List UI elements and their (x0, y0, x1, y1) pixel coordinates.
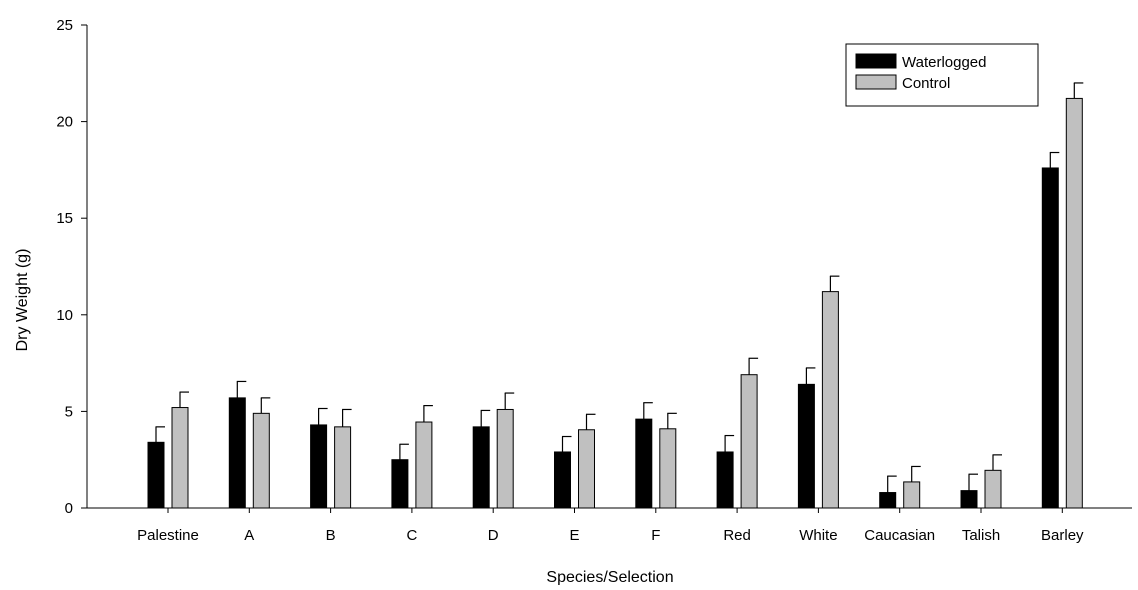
x-tick-label: Caucasian (864, 527, 935, 544)
bars-group (147, 97, 1083, 509)
bar (415, 421, 433, 509)
x-tick-label: Talish (962, 527, 1000, 544)
bar (554, 451, 571, 509)
bar (797, 383, 815, 509)
bar (1065, 97, 1083, 509)
bar (228, 397, 246, 509)
x-tick-label: C (406, 527, 417, 544)
bar (960, 490, 978, 509)
bar (1041, 167, 1059, 509)
legend-swatch (855, 53, 897, 69)
y-tick-label: 15 (56, 210, 73, 227)
bar (171, 407, 189, 509)
y-axis-label: Dry Weight (g) (14, 249, 31, 352)
x-tick-label: A (244, 527, 254, 544)
x-tick-label: E (569, 527, 579, 544)
bar (903, 481, 921, 509)
bar (252, 412, 270, 509)
x-tick-label: Red (723, 527, 751, 544)
bar (716, 451, 734, 509)
bar (147, 441, 165, 509)
legend-swatch (855, 74, 897, 90)
x-tick-label: B (326, 527, 336, 544)
y-tick-label: 20 (56, 114, 73, 131)
x-tick-label: D (488, 527, 499, 544)
bar (310, 424, 328, 509)
error-bars-group (155, 82, 1084, 493)
bar (334, 426, 352, 509)
y-tick-label: 0 (65, 500, 73, 517)
y-tick-label: 25 (56, 17, 73, 34)
bar (496, 408, 514, 509)
x-tick-label: Palestine (137, 527, 199, 544)
x-tick-label: White (799, 527, 837, 544)
legend: Waterlogged Control (845, 43, 1039, 107)
bar (821, 291, 839, 509)
x-tick-label: F (651, 527, 660, 544)
axes-group: 0 5 10 15 20 25 Palestine A B C D E F Red White Caucasi… (56, 17, 1132, 544)
bar (472, 426, 490, 509)
bar (578, 429, 595, 509)
legend-label: Waterlogged (902, 54, 987, 71)
bar (984, 469, 1002, 509)
bar (659, 428, 677, 509)
y-tick-label: 5 (65, 403, 73, 420)
bar (391, 459, 409, 509)
bar (879, 492, 897, 509)
y-tick-label: 10 (56, 307, 73, 324)
bar (635, 418, 653, 509)
bar (740, 374, 758, 509)
x-tick-label: Barley (1041, 527, 1084, 544)
x-axis-label: Species/Selection (546, 569, 673, 585)
legend-label: Control (902, 75, 950, 92)
